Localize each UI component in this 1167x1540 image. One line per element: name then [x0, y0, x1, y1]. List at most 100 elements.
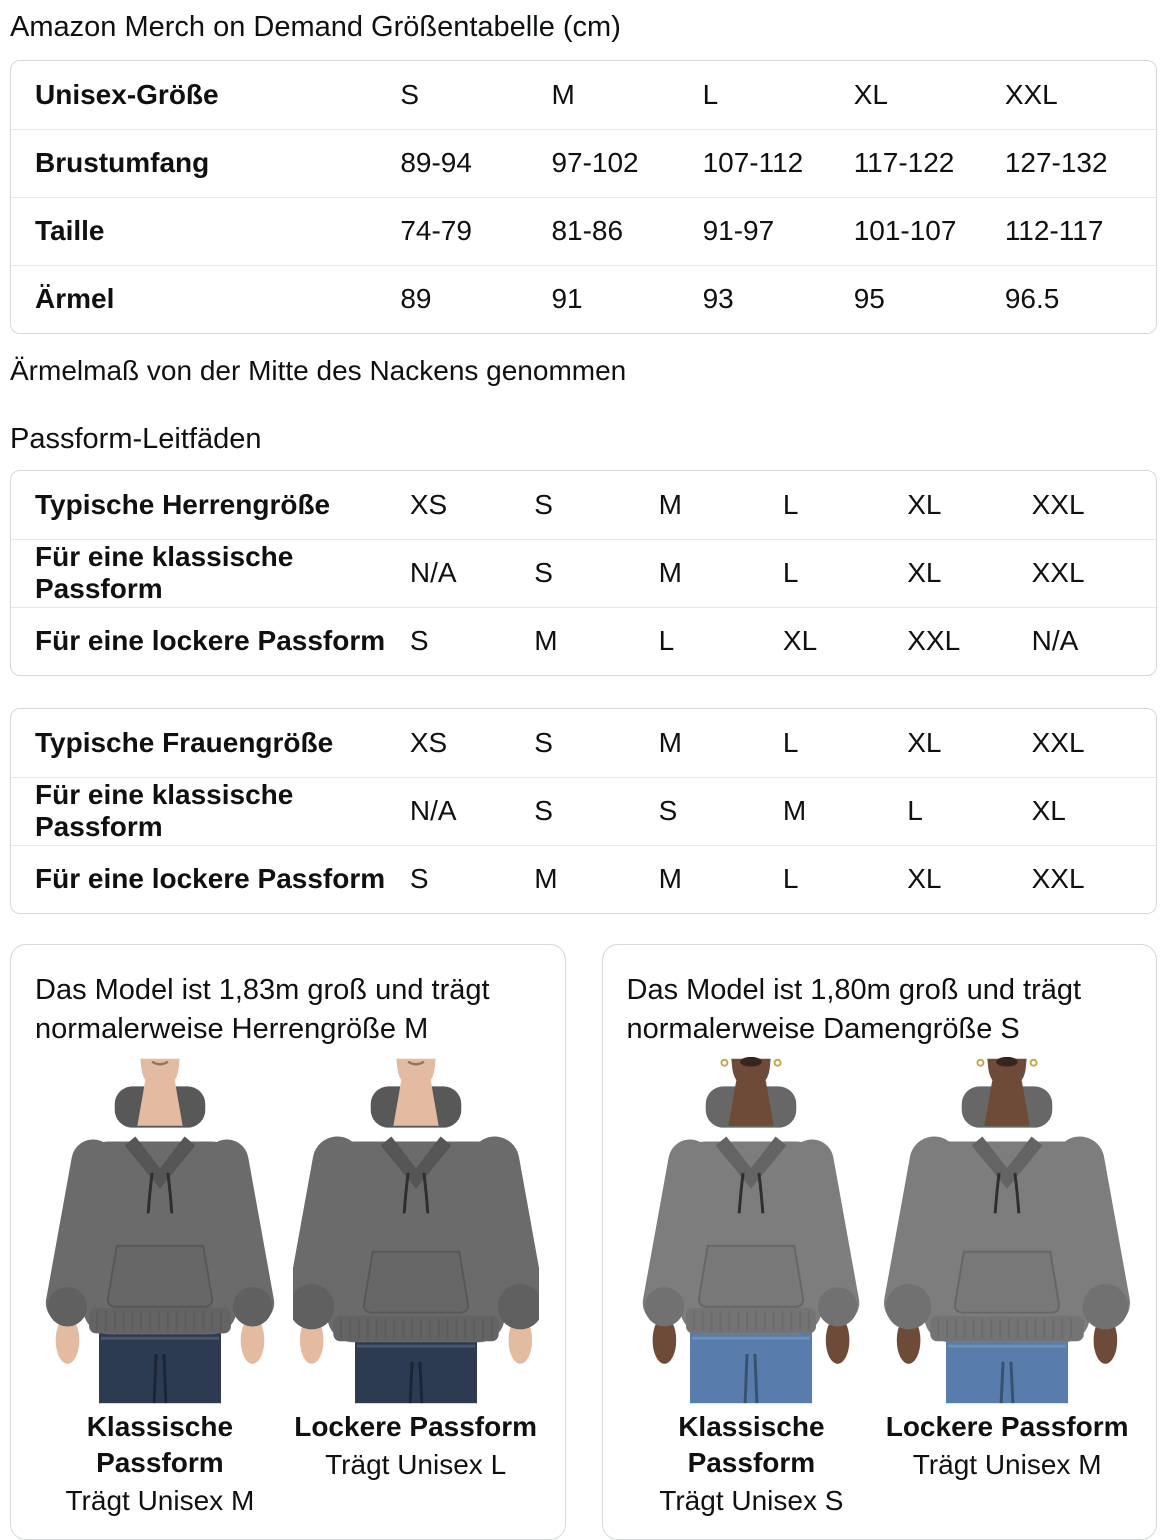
male-model-loose-fit-photo	[292, 1057, 539, 1405]
male-model-card: Das Model ist 1,83m groß und trägt norma…	[10, 944, 566, 1540]
size-value: XS	[409, 726, 448, 758]
size-value: XXL	[1004, 78, 1058, 110]
female-classic-fit-column: Klassische Passform Trägt Unisex S	[627, 1057, 877, 1519]
row-label: Typische Frauengröße	[35, 726, 334, 758]
table-row: Ärmel 89 91 93 95 96.5	[11, 264, 1156, 333]
size-value: 91-97	[702, 196, 854, 265]
size-value: L	[782, 538, 908, 607]
size-value: 117-122	[853, 128, 1005, 197]
size-value: XL	[907, 726, 942, 758]
table-row: Brustumfang 89-94 97-102 107-112 117-122 127-…	[11, 128, 1156, 197]
fit-label: Lockere Passform	[294, 1411, 538, 1442]
size-value: XL	[907, 488, 942, 520]
wears-size-label: Trägt Unisex M	[912, 1449, 1102, 1480]
fit-label: Klassische Passform	[678, 1411, 825, 1478]
fit-label: Lockere Passform	[885, 1411, 1129, 1442]
size-value: M	[551, 78, 575, 110]
page-title: Amazon Merch on Demand Größentabelle (cm…	[10, 11, 621, 43]
table-row: Unisex-Größe S M L XL XXL	[11, 61, 1156, 129]
table-row: Für eine klassische Passform N/A S M L XL XXL	[11, 538, 1156, 607]
female-loose-fit-column: Lockere Passform Trägt Unisex M	[882, 1057, 1132, 1519]
male-loose-fit-column: Lockere Passform Trägt Unisex L	[291, 1057, 541, 1519]
size-value: 89-94	[400, 128, 552, 197]
male-model-description: Das Model ist 1,83m groß und trägt norma…	[35, 974, 490, 1045]
female-model-card: Das Model ist 1,80m groß und trägt norma…	[601, 944, 1157, 1540]
size-value: N/A	[1031, 606, 1156, 675]
size-value: N/A	[409, 538, 535, 607]
model-fit-cards: Das Model ist 1,83m groß und trägt norma…	[10, 944, 1157, 1540]
size-value: 112-117	[1004, 196, 1156, 265]
row-label: Für eine lockere Passform	[11, 844, 410, 913]
row-label: Ärmel	[11, 264, 401, 333]
size-value: XL	[1031, 776, 1156, 845]
size-value: XL	[853, 78, 888, 110]
size-value: M	[658, 844, 783, 913]
fit-guides-heading: Passform-Leitfäden	[10, 423, 262, 455]
size-value: 101-107	[853, 196, 1005, 265]
table-row: Für eine klassische Passform N/A S S M L XL	[11, 776, 1156, 845]
row-label: Taille	[11, 196, 401, 265]
size-value: 89	[400, 264, 552, 333]
size-value: XL	[782, 606, 908, 675]
unisex-size-chart: Unisex-Größe S M L XL XXL Brustumfang 89-94 97-1…	[10, 60, 1157, 334]
size-value: M	[658, 538, 783, 607]
mens-fit-guide: Typische Herrengröße XS S M L XL XXL Für eine k…	[10, 470, 1157, 676]
size-value: 97-102	[551, 128, 703, 197]
female-model-classic-fit-photo	[628, 1057, 874, 1405]
size-value: L	[782, 726, 799, 758]
size-value: L	[658, 606, 783, 675]
sleeve-measure-footnote: Ärmelmaß von der Mitte des Nackens genom…	[10, 355, 627, 386]
size-value: M	[782, 776, 908, 845]
size-value: XXL	[1031, 488, 1085, 520]
size-value: L	[782, 844, 908, 913]
unisex-size-chart-table: Unisex-Größe S M L XL XXL Brustumfang 89-94 97-1…	[11, 61, 1156, 333]
row-label: Unisex-Größe	[35, 78, 219, 110]
table-row: Taille 74-79 81-86 91-97 101-107 112-117	[11, 196, 1156, 265]
size-value: 81-86	[551, 196, 703, 265]
table-row: Für eine lockere Passform S M M L XL XXL	[11, 844, 1156, 913]
womens-fit-guide: Typische Frauengröße XS S M L XL XXL Für eine k…	[10, 708, 1157, 914]
size-value: XL	[907, 538, 1032, 607]
wears-size-label: Trägt Unisex M	[65, 1485, 255, 1516]
size-value: L	[907, 776, 1032, 845]
size-value: 96.5	[1004, 264, 1156, 333]
size-value: XXL	[907, 606, 1032, 675]
wears-size-label: Trägt Unisex S	[659, 1485, 844, 1516]
size-value: M	[534, 844, 659, 913]
size-value: S	[534, 776, 659, 845]
size-value: S	[534, 538, 659, 607]
womens-fit-guide-table: Typische Frauengröße XS S M L XL XXL Für eine k…	[11, 709, 1156, 913]
size-value: M	[658, 726, 682, 758]
size-value: L	[702, 78, 719, 110]
mens-fit-guide-table: Typische Herrengröße XS S M L XL XXL Für eine k…	[11, 471, 1156, 675]
size-value: 95	[853, 264, 1005, 333]
row-label: Für eine klassische Passform	[11, 776, 410, 845]
size-value: L	[782, 488, 799, 520]
size-value: S	[658, 776, 783, 845]
table-row: Typische Frauengröße XS S M L XL XXL	[11, 709, 1156, 777]
female-model-loose-fit-photo	[884, 1057, 1131, 1405]
size-value: XS	[409, 488, 448, 520]
size-value: 93	[702, 264, 854, 333]
size-value: 127-132	[1004, 128, 1156, 197]
size-value: S	[400, 78, 419, 110]
size-value: 91	[551, 264, 703, 333]
row-label: Für eine klassische Passform	[11, 538, 410, 607]
fit-label: Klassische Passform	[86, 1411, 234, 1478]
row-label: Für eine lockere Passform	[11, 606, 410, 675]
female-model-figures: Klassische Passform Trägt Unisex S Locke…	[627, 1057, 1133, 1519]
male-model-figures: Klassische Passform Trägt Unisex M Locke…	[35, 1057, 541, 1519]
female-model-description: Das Model ist 1,80m groß und trägt norma…	[626, 974, 1082, 1045]
table-row: Für eine lockere Passform S M L XL XXL N/A	[11, 606, 1156, 675]
wears-size-label: Trägt Unisex L	[325, 1449, 507, 1480]
size-value: XXL	[1031, 726, 1085, 758]
row-label: Brustumfang	[11, 128, 401, 197]
size-value: 107-112	[702, 128, 854, 197]
size-value: XXL	[1031, 844, 1156, 913]
size-value: S	[534, 488, 553, 520]
size-value: M	[658, 488, 682, 520]
size-value: S	[534, 726, 553, 758]
size-value: S	[409, 844, 535, 913]
size-value: S	[409, 606, 535, 675]
size-value: XL	[907, 844, 1032, 913]
